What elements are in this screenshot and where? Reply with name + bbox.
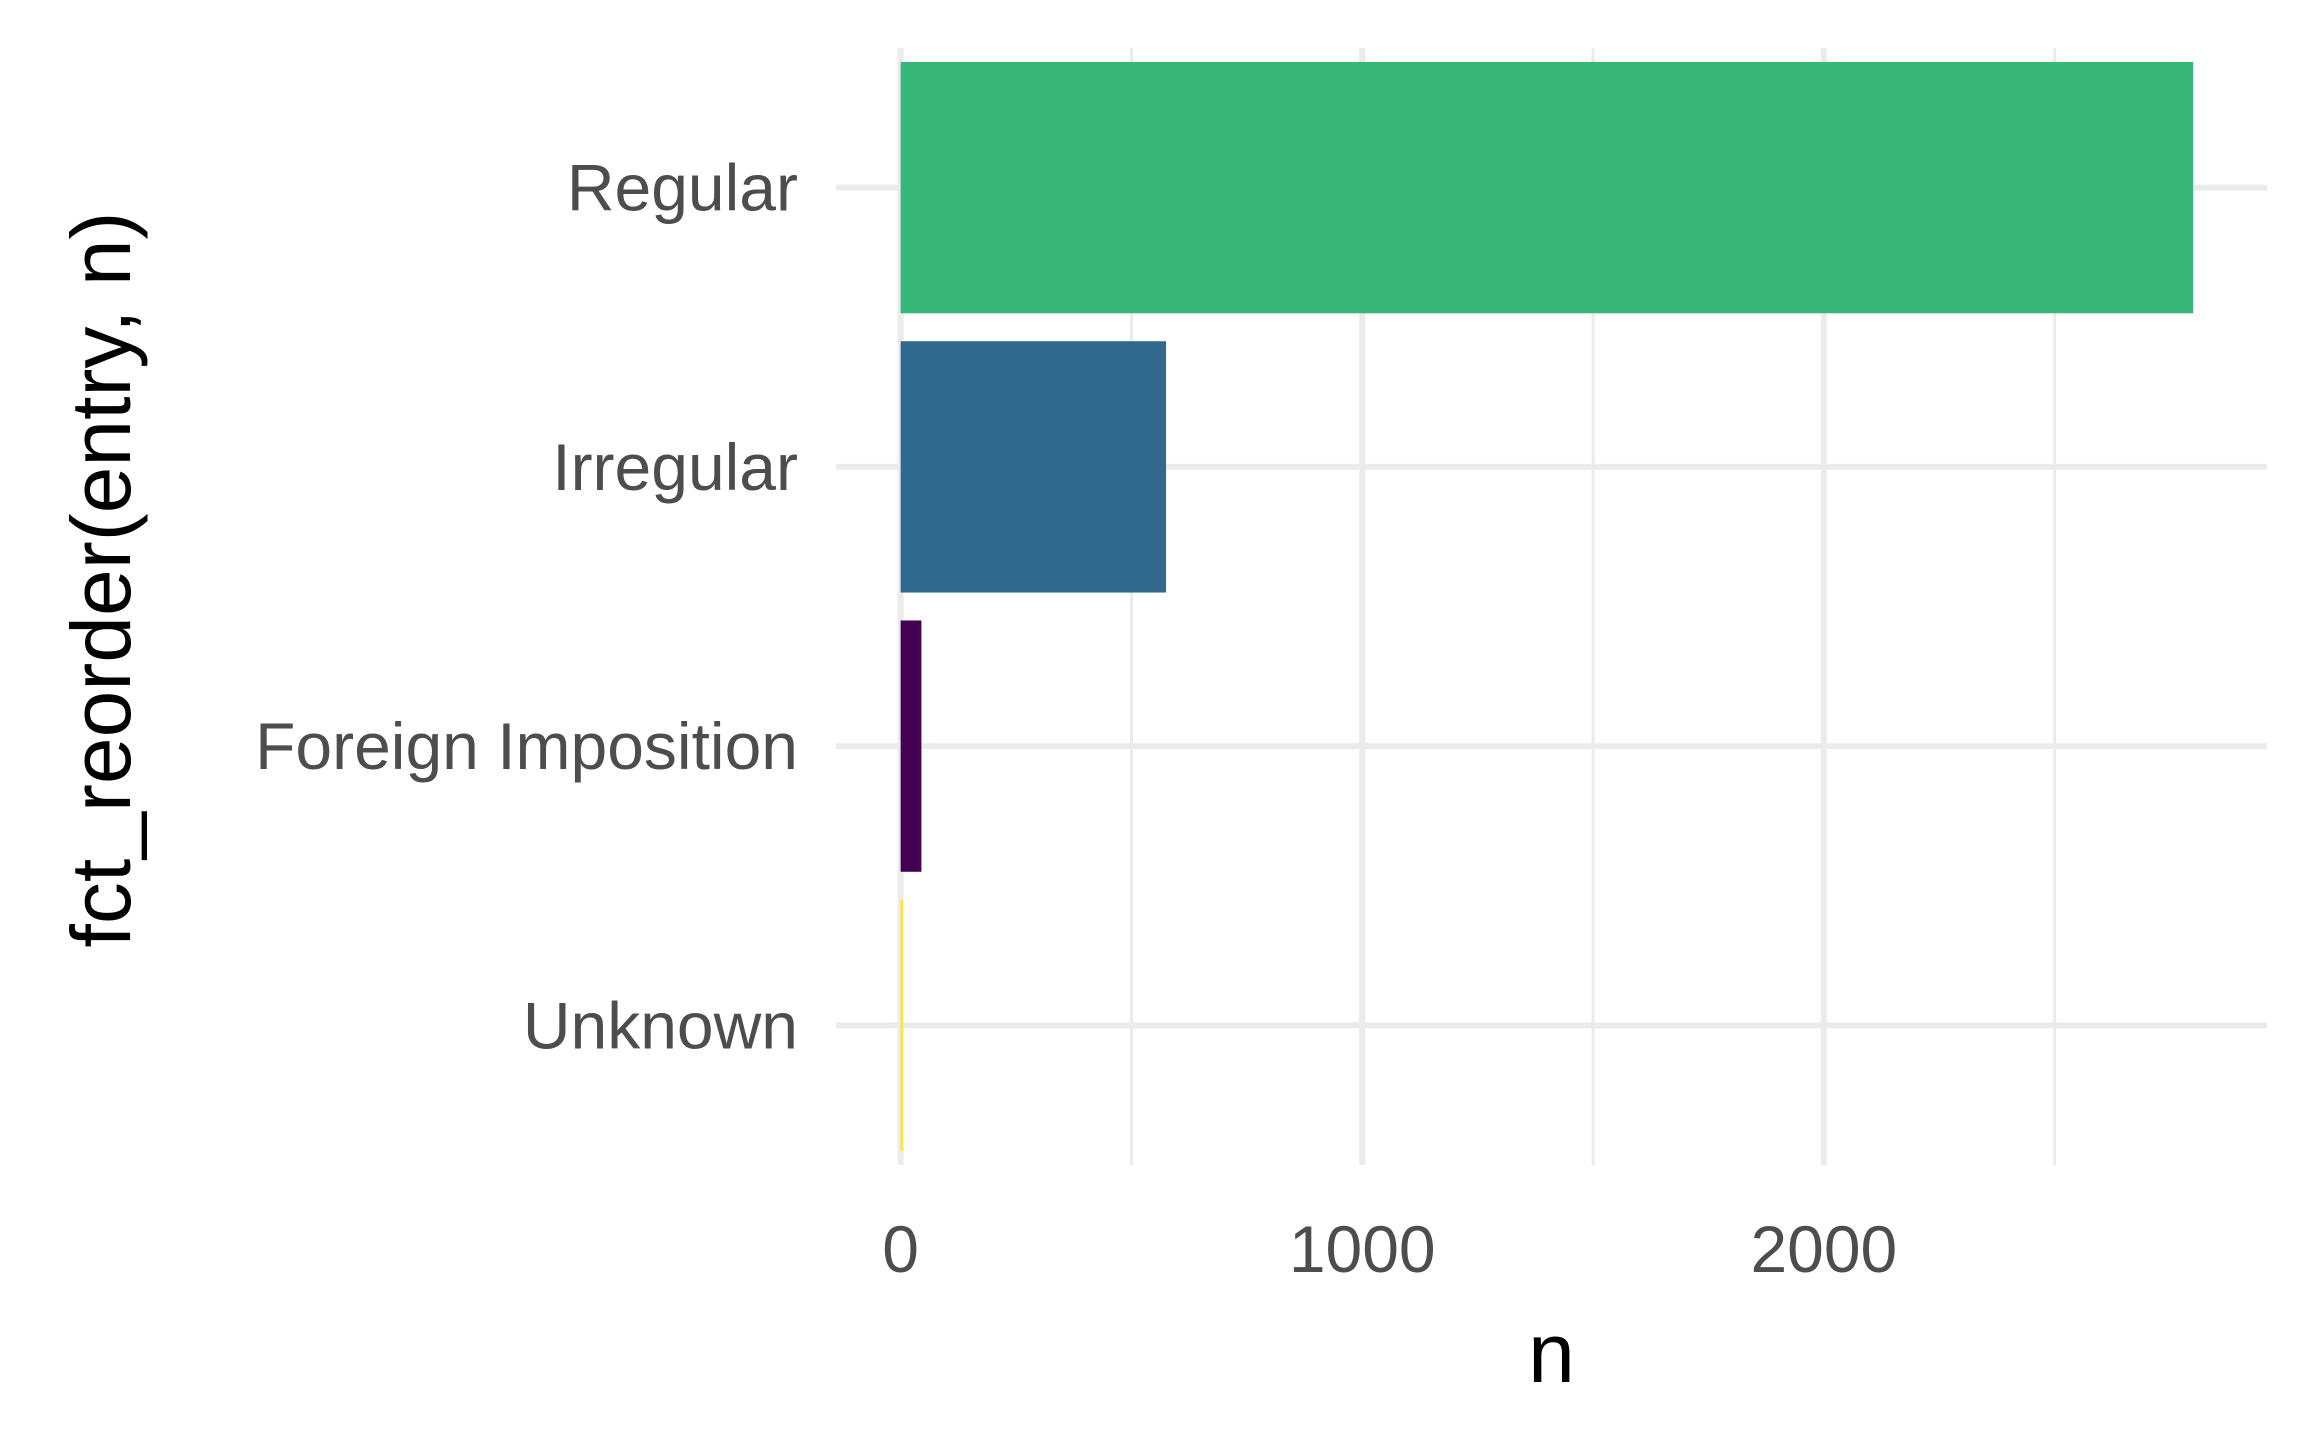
bar: [900, 620, 922, 872]
bar: [900, 61, 2194, 314]
label-layer: Regular Irregular Foreign Imposition Unknow…: [255, 151, 1897, 1286]
x-tick-label: 2000: [1750, 1212, 1897, 1286]
y-tick-label: Regular: [567, 151, 798, 225]
x-tick-label: 0: [882, 1212, 919, 1286]
bar-layer: [900, 61, 2194, 1152]
y-axis-title: fct_reorder(entry, n): [54, 211, 148, 947]
bar: [900, 899, 903, 1152]
y-tick-label: Irregular: [552, 430, 798, 504]
y-tick-label: Foreign Imposition: [255, 709, 798, 783]
bar: [900, 341, 1167, 593]
y-tick-label: Unknown: [523, 988, 798, 1062]
x-axis-title: n: [1528, 1306, 1575, 1400]
x-tick-label: 1000: [1289, 1212, 1436, 1286]
